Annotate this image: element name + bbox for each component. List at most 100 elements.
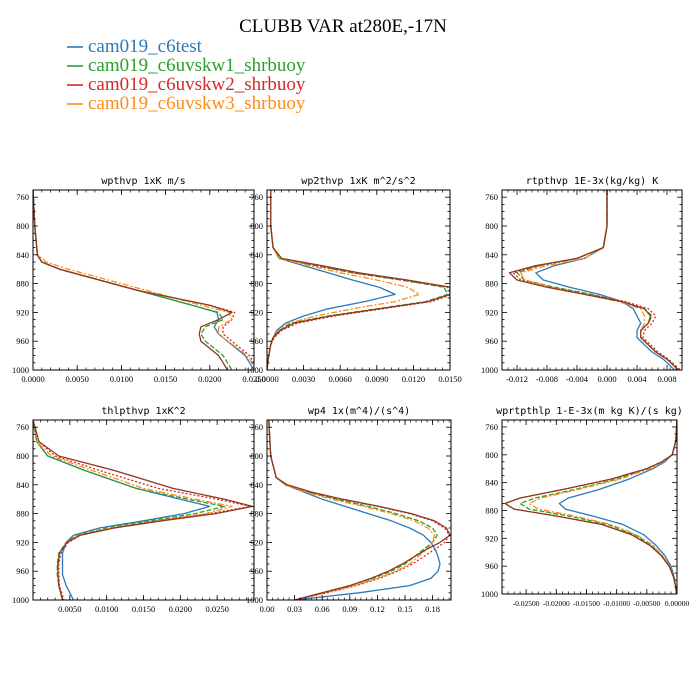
series-line-1	[33, 420, 211, 600]
figure-title: CLUBB VAR at280E,-17N	[239, 16, 447, 37]
x-tick-label: 0.0090	[365, 374, 388, 384]
series-line-1	[33, 190, 254, 370]
x-tick-label: 0.0150	[132, 604, 155, 614]
y-tick-label: 960	[16, 336, 29, 346]
series-line-5	[33, 420, 254, 600]
series-line-5	[267, 190, 450, 370]
series-line-2	[516, 190, 679, 370]
y-tick-label: 800	[250, 221, 263, 231]
x-tick-label: 0.0060	[329, 374, 352, 384]
panel-title: wpthvp 1xK m/s	[101, 176, 185, 187]
x-tick-label: 0.09	[342, 604, 357, 614]
series-line-2	[519, 420, 677, 594]
x-tick-label: -0.02500	[513, 599, 540, 608]
x-tick-label: 0.0250	[205, 604, 228, 614]
x-tick-label: 0.0120	[402, 374, 425, 384]
legend-label: cam019_c6uvskw2_shrbuoy	[88, 74, 306, 95]
y-tick-label: 760	[485, 422, 498, 432]
panel-title: thlpthvp 1xK^2	[101, 406, 185, 417]
y-tick-label: 1000	[246, 595, 263, 605]
y-tick-label: 800	[485, 221, 498, 231]
series-line-3	[267, 190, 450, 370]
y-tick-label: 880	[485, 505, 498, 515]
x-tick-label: 0.18	[425, 604, 440, 614]
series-line-2	[268, 420, 438, 600]
legend-label: cam019_c6uvskw1_shrbuoy	[88, 55, 306, 76]
x-tick-label: -0.01500	[573, 599, 600, 608]
series-line-2	[33, 420, 226, 600]
x-tick-label: 0.0150	[154, 374, 177, 384]
y-tick-label: 880	[250, 509, 263, 519]
legend-label: cam019_c6test	[88, 36, 203, 57]
y-tick-label: 1000	[12, 365, 29, 375]
y-tick-label: 840	[485, 478, 498, 488]
y-tick-label: 880	[250, 279, 263, 289]
x-tick-label: -0.01000	[603, 599, 630, 608]
series-line-4	[268, 420, 436, 600]
y-tick-label: 800	[485, 450, 498, 460]
y-tick-label: 1000	[481, 365, 498, 375]
x-tick-label: 0.0100	[95, 604, 118, 614]
y-tick-label: 920	[250, 307, 263, 317]
panel-3: rtpthvp 1E-3x(kg/kg) K 760 800 840 880 920 960…	[481, 176, 683, 384]
y-tick-label: 760	[250, 422, 263, 432]
plot-frame	[501, 189, 683, 371]
x-tick-label: 0.12	[370, 604, 385, 614]
series-line-3	[33, 190, 254, 365]
y-tick-label: 760	[485, 192, 498, 202]
y-tick-label: 960	[250, 336, 263, 346]
plot-frame	[32, 189, 255, 371]
series-line-4	[33, 190, 254, 368]
plot-frame	[501, 419, 678, 595]
legend-entry: cam019_c6uvskw2_shrbuoy	[67, 74, 306, 95]
y-tick-label: 960	[485, 561, 498, 571]
series-line-5	[508, 190, 679, 370]
y-tick-label: 920	[485, 307, 498, 317]
panel-4: thlpthvp 1xK^2 760 800 840 880 920 960 1000 0.00…	[12, 406, 255, 614]
panel-1: wpthvp 1xK m/s 760 800 840 880 920 960 1000 0.00…	[12, 176, 266, 384]
x-tick-label: 0.00	[260, 604, 275, 614]
x-tick-label: 0.15	[398, 604, 413, 614]
panel-title: wp4 1x(m^4)/(s^4)	[308, 406, 410, 417]
y-tick-label: 880	[16, 279, 29, 289]
x-tick-label: 0.0150	[438, 374, 461, 384]
y-tick-label: 840	[250, 480, 263, 490]
series-line-4	[267, 190, 421, 370]
series-line-3	[512, 190, 681, 370]
panel-5: wp4 1x(m^4)/(s^4)76080084088092096010000…	[246, 406, 452, 614]
series-line-2	[33, 190, 233, 370]
y-tick-label: 1000	[12, 595, 29, 605]
x-tick-label: -0.00500	[633, 599, 660, 608]
y-tick-label: 800	[250, 451, 263, 461]
y-tick-label: 760	[16, 422, 29, 432]
x-tick-label: -0.004	[566, 374, 589, 384]
y-tick-label: 920	[16, 537, 29, 547]
series-line-3	[504, 420, 677, 594]
legend-entry: cam019_c6uvskw3_shrbuoy	[67, 93, 306, 114]
x-tick-label: 0.0050	[58, 604, 81, 614]
x-tick-label: 0.0200	[198, 374, 221, 384]
series-line-4	[528, 420, 677, 594]
x-tick-label: 0.004	[627, 374, 647, 384]
y-tick-label: 840	[16, 250, 29, 260]
y-tick-label: 960	[485, 336, 498, 346]
panel-2: wp2thvp 1xK m^2/s^2 760 800 840 880 920 960 100…	[246, 176, 462, 384]
x-tick-label: -0.012	[506, 374, 528, 384]
series-line-1	[558, 420, 677, 594]
x-tick-label: -0.008	[536, 374, 558, 384]
x-tick-label: 0.000	[597, 374, 616, 384]
y-tick-label: 760	[16, 192, 29, 202]
x-tick-label: 0.06	[315, 604, 330, 614]
series-line-5	[268, 420, 451, 600]
x-tick-label: 0.0000	[255, 374, 278, 384]
panel-6: wprtpthlp 1-E-3x(m kg K)/(s kg) 760 800 840…	[481, 406, 689, 608]
x-tick-label: 0.0050	[66, 374, 89, 384]
x-tick-label: 0.008	[657, 374, 676, 384]
x-tick-label: 0.0100	[110, 374, 133, 384]
plot-frame	[266, 189, 451, 371]
y-tick-label: 880	[16, 509, 29, 519]
x-tick-label: 0.03	[287, 604, 302, 614]
y-tick-label: 920	[485, 533, 498, 543]
y-tick-label: 1000	[246, 365, 263, 375]
legend-label: cam019_c6uvskw3_shrbuoy	[88, 93, 306, 114]
